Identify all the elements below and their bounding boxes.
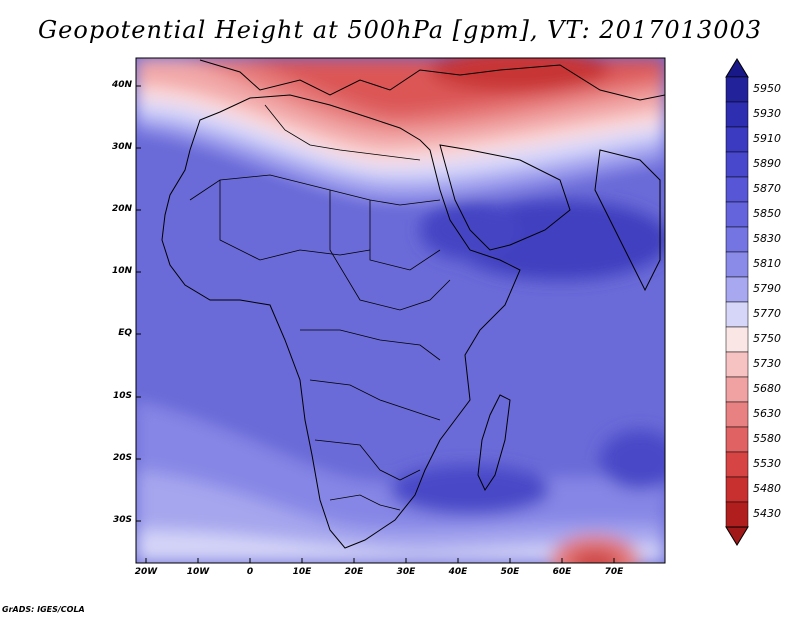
lat-label: 10N [111,266,132,276]
credit-text: GrADS: IGES/COLA [2,605,85,614]
lon-label: 60E [552,567,572,577]
lon-label: 40E [448,567,468,577]
colorbar-swatch [725,76,749,103]
colorbar-label: 5810 [753,257,781,270]
colorbar-label: 5580 [753,432,781,445]
colorbar-swatch [725,201,749,228]
colorbar-swatch [725,251,749,278]
colorbar-swatch [725,351,749,378]
lat-label: 30N [111,142,132,152]
colorbar-label: 5890 [753,157,781,170]
colorbar-swatch [725,151,749,178]
colorbar-swatch [725,451,749,478]
lat-label: 20S [112,453,132,463]
lat-label: 20N [111,204,132,214]
colorbar-label: 5480 [753,482,781,495]
arabian-coastline [439,144,571,251]
lon-label: 70E [604,567,624,577]
colorbar-label: 5850 [753,207,781,220]
lon-label: 30E [396,567,416,577]
axis-ticks [136,85,615,563]
colorbar-label: 5830 [753,232,781,245]
lon-label: 0 [246,567,254,577]
colorbar-swatch [725,401,749,428]
lat-label: 10S [112,391,132,401]
colorbar-bottom-arrow [725,526,749,546]
colorbar-label: 5730 [753,357,781,370]
plot-frame [135,57,666,564]
india-coastline [594,149,661,292]
lon-label: 20W [134,567,158,577]
lat-label: 40N [111,80,132,90]
colorbar-swatch [725,226,749,253]
colorbar-swatch [725,176,749,203]
colorbar-label: 5630 [753,407,781,420]
colorbar-swatch [725,376,749,403]
colorbar-label: 5680 [753,382,781,395]
colorbar-label: 5910 [753,132,781,145]
colorbar-swatch [725,426,749,453]
lon-label: 10E [292,567,312,577]
lat-label: 30S [112,515,132,525]
colorbar-label: 5770 [753,307,781,320]
coastlines [161,59,665,549]
madagascar-coastline [477,394,511,492]
colorbar-swatch [725,476,749,503]
colorbar-swatch [725,101,749,128]
country-borders [189,104,451,511]
colorbar-swatch [725,276,749,303]
colorbar-label: 5870 [753,182,781,195]
colorbar-swatch [725,501,749,528]
lon-label: 20E [344,567,364,577]
lon-label: 10W [186,567,210,577]
colorbar-label: 5750 [753,332,781,345]
lat-label: EQ [118,328,132,338]
colorbar [725,58,749,546]
europe-coastline [199,59,665,101]
colorbar-label: 5430 [753,507,781,520]
colorbar-swatch [725,326,749,353]
colorbar-swatch [725,301,749,328]
colorbar-swatch [725,126,749,153]
lon-label: 50E [500,567,520,577]
colorbar-label: 5530 [753,457,781,470]
colorbar-label: 5950 [753,82,781,95]
height-field [136,58,665,563]
colorbar-label: 5930 [753,107,781,120]
map-title: Geopotential Height at 500hPa [gpm], VT:… [38,16,762,44]
colorbar-top-arrow [725,58,749,78]
africa-coastline [161,94,521,549]
colorbar-label: 5790 [753,282,781,295]
